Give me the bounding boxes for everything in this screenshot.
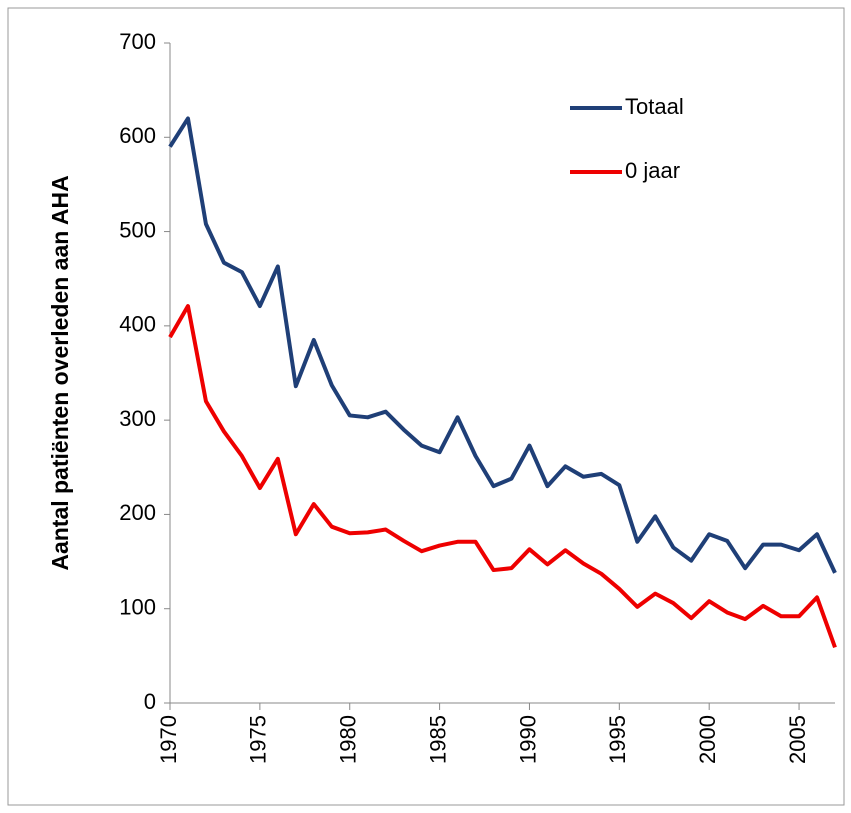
y-axis-label: Aantal patiënten overleden aan AHA: [47, 175, 73, 570]
legend-label: Totaal: [625, 94, 684, 119]
x-tick-label: 1990: [515, 715, 540, 764]
y-tick-label: 300: [119, 406, 156, 431]
y-tick-label: 100: [119, 595, 156, 620]
y-tick-label: 200: [119, 500, 156, 525]
x-tick-label: 1985: [425, 715, 450, 764]
y-tick-label: 700: [119, 29, 156, 54]
x-tick-label: 1970: [156, 715, 181, 764]
y-tick-label: 400: [119, 312, 156, 337]
x-tick-label: 1980: [336, 715, 361, 764]
x-tick-label: 1975: [246, 715, 271, 764]
series-line: [168, 304, 837, 649]
series-line: [168, 116, 837, 574]
y-tick-label: 500: [119, 217, 156, 242]
x-tick-label: 1995: [605, 715, 630, 764]
y-tick-label: 600: [119, 123, 156, 148]
y-tick-label: 0: [144, 689, 156, 714]
x-tick-label: 2005: [785, 715, 810, 764]
legend-label: 0 jaar: [625, 158, 680, 183]
x-tick-label: 2000: [695, 715, 720, 764]
frame: [7, 7, 845, 806]
